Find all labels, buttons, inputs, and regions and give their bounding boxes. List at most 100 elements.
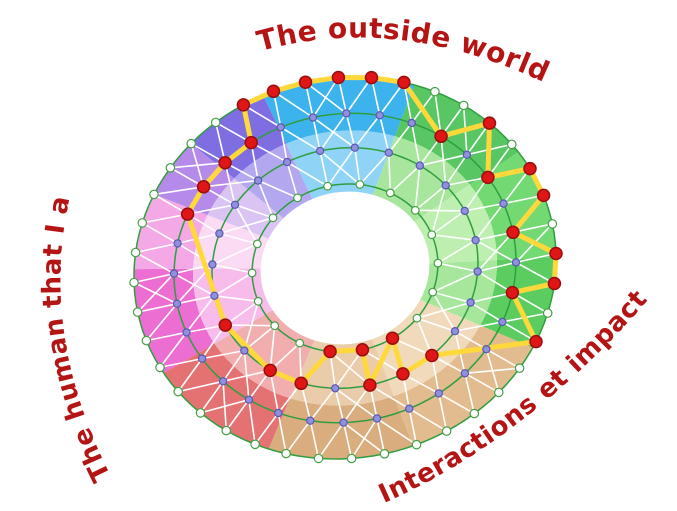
sector-blue-outer xyxy=(263,77,415,144)
highlighted-node xyxy=(481,170,495,185)
graph-node xyxy=(441,181,450,190)
mesh-edge xyxy=(312,77,340,118)
mesh-edge xyxy=(454,321,503,332)
mesh-edge xyxy=(403,82,413,124)
highlighted-node xyxy=(180,207,195,221)
mesh-edge xyxy=(309,387,336,422)
mesh-edge xyxy=(199,380,224,414)
graph-node xyxy=(208,260,217,269)
graph-node xyxy=(173,239,182,248)
highlighted-node xyxy=(536,188,551,203)
mesh-edge xyxy=(502,168,531,205)
graph-node xyxy=(210,291,219,300)
highlighted-node xyxy=(298,75,313,89)
mesh-edge xyxy=(319,112,348,152)
mesh-edge xyxy=(464,176,489,212)
mesh-edge xyxy=(470,301,503,323)
graph-node xyxy=(450,327,460,336)
sector-purple-inner xyxy=(234,143,313,219)
mesh-edge xyxy=(345,77,373,114)
mesh-edge xyxy=(177,242,213,266)
graph-node xyxy=(281,448,291,459)
graph-node xyxy=(244,395,254,404)
mesh-edge xyxy=(503,194,544,205)
mesh-edge xyxy=(214,122,226,163)
graph-node xyxy=(313,453,324,464)
mesh-edge xyxy=(376,417,417,446)
mesh-edge xyxy=(379,81,405,116)
mesh-edge xyxy=(213,272,253,297)
mesh-edge xyxy=(185,295,216,333)
graph-node xyxy=(172,299,182,308)
mesh-edge xyxy=(359,152,390,186)
mesh-edge xyxy=(369,384,410,410)
mesh-edge xyxy=(345,113,356,148)
graph-node xyxy=(323,181,333,191)
graph-node xyxy=(230,200,240,209)
mesh-edge xyxy=(135,242,178,254)
mesh-edge xyxy=(431,210,466,236)
mesh-edge xyxy=(285,420,311,455)
mesh-edge xyxy=(389,165,421,194)
graph-node xyxy=(240,346,249,355)
mesh-edge xyxy=(515,261,555,285)
mesh-edge xyxy=(224,300,259,326)
graph-node xyxy=(250,439,260,450)
mesh-edge xyxy=(250,141,288,163)
mesh-edge xyxy=(224,162,236,205)
graph-node xyxy=(547,219,558,229)
graph-node xyxy=(460,369,470,378)
mesh-edge xyxy=(201,349,245,360)
mesh-edge xyxy=(477,270,513,294)
mesh-edge xyxy=(225,399,250,432)
mesh-edge xyxy=(431,233,476,241)
mesh-edge xyxy=(334,349,364,389)
mesh-edge xyxy=(378,115,390,153)
graph-node xyxy=(137,218,148,228)
graph-node xyxy=(514,363,525,373)
mesh-edge xyxy=(402,373,440,395)
mesh-edge xyxy=(475,239,517,264)
graph-node xyxy=(482,345,491,354)
mesh-edge xyxy=(173,272,215,297)
mesh-edge xyxy=(145,303,178,342)
mesh-edge xyxy=(203,179,259,188)
mesh-edge xyxy=(141,222,179,245)
mesh-edge xyxy=(137,302,178,313)
mesh-edge xyxy=(177,358,203,393)
highlighted-node xyxy=(547,276,562,291)
graph-node xyxy=(342,109,351,118)
graph-node xyxy=(282,157,292,167)
graph-node xyxy=(130,247,141,258)
mesh-edge xyxy=(277,412,287,454)
mesh-edge xyxy=(326,147,356,187)
graph-node xyxy=(331,384,340,393)
mesh-edge xyxy=(135,251,175,275)
mesh-edge xyxy=(212,263,253,274)
highlighted-node xyxy=(218,318,233,332)
graph-node xyxy=(542,308,553,318)
mesh-edge xyxy=(408,408,418,445)
graph-node xyxy=(430,86,440,97)
mesh-edge xyxy=(511,291,549,314)
mesh-edge xyxy=(438,393,448,432)
graph-node xyxy=(379,448,390,459)
highlighted-node xyxy=(331,70,346,85)
mesh-edge xyxy=(200,398,250,414)
graph-node xyxy=(195,408,206,418)
mesh-edge xyxy=(280,127,288,163)
mesh-edge xyxy=(438,392,475,415)
mesh-edge xyxy=(432,291,471,304)
graph-node xyxy=(384,148,393,157)
highlighted-node xyxy=(549,246,563,261)
graph-node xyxy=(295,338,305,348)
mesh-edge xyxy=(388,152,392,193)
mesh-edge xyxy=(254,412,279,445)
mesh-edge xyxy=(487,143,513,178)
mesh-edge xyxy=(212,243,258,266)
mesh-edge xyxy=(477,261,517,273)
graph-node xyxy=(339,418,348,427)
graph-node xyxy=(274,408,283,418)
